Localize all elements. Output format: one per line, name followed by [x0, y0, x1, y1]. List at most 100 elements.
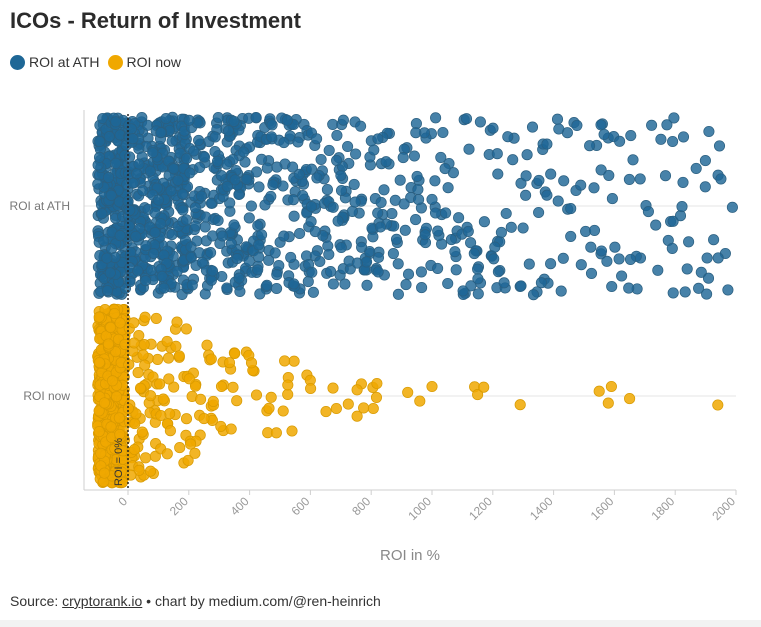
- data-point: [288, 278, 300, 290]
- data-point: [125, 469, 137, 481]
- data-point: [413, 194, 425, 206]
- data-point: [323, 248, 335, 260]
- y-tick-label: ROI now: [23, 389, 70, 403]
- data-point: [206, 265, 219, 277]
- data-point: [271, 282, 283, 295]
- data-point: [652, 264, 664, 276]
- data-point: [139, 359, 151, 371]
- data-point: [517, 222, 529, 234]
- data-point: [225, 423, 237, 435]
- source-credit: Source: cryptorank.io • chart by medium.…: [10, 593, 381, 609]
- data-point: [180, 323, 192, 335]
- data-point: [195, 190, 208, 202]
- data-point: [201, 339, 213, 351]
- data-point: [708, 234, 720, 246]
- data-point: [533, 206, 545, 219]
- data-point: [624, 393, 636, 405]
- data-point: [95, 447, 107, 459]
- source-suffix: • chart by medium.com/@ren-heinrich: [142, 593, 381, 609]
- data-point: [265, 391, 277, 403]
- data-point: [101, 252, 113, 264]
- data-point: [623, 173, 635, 185]
- data-point: [261, 279, 273, 291]
- data-point: [243, 212, 255, 224]
- data-point: [128, 317, 140, 329]
- x-tick-label: 1400: [527, 494, 556, 523]
- data-point: [666, 242, 678, 254]
- data-point: [412, 183, 424, 196]
- data-point: [172, 174, 184, 186]
- data-point: [507, 154, 519, 166]
- data-point: [472, 288, 484, 300]
- data-point: [102, 171, 115, 183]
- data-point: [520, 189, 532, 201]
- data-point: [565, 203, 577, 215]
- data-point: [98, 235, 110, 247]
- source-link[interactable]: cryptorank.io: [62, 593, 143, 609]
- data-point: [111, 391, 123, 403]
- data-point: [185, 438, 197, 450]
- data-point: [133, 464, 145, 476]
- data-point: [429, 175, 441, 187]
- data-point: [142, 119, 154, 131]
- data-point: [514, 399, 526, 411]
- data-point: [253, 251, 265, 263]
- data-point: [130, 408, 142, 420]
- data-point: [306, 163, 318, 175]
- legend-item-roi-now[interactable]: ROI now: [107, 54, 181, 70]
- data-point: [103, 131, 115, 143]
- data-point: [132, 265, 144, 277]
- data-point: [140, 452, 152, 464]
- data-point: [205, 353, 217, 365]
- legend-item-roi-ath[interactable]: ROI at ATH: [10, 54, 100, 70]
- data-point: [155, 409, 167, 422]
- data-point: [674, 210, 687, 222]
- data-point: [271, 269, 283, 281]
- data-point: [392, 288, 404, 300]
- data-point: [251, 166, 263, 178]
- data-point: [585, 241, 597, 253]
- data-point: [102, 338, 115, 350]
- data-point: [450, 264, 462, 276]
- data-point: [358, 402, 370, 414]
- data-point: [138, 339, 150, 351]
- chart-title: ICOs - Return of Investment: [10, 8, 301, 33]
- data-point: [661, 119, 673, 131]
- data-point: [306, 266, 318, 278]
- data-point: [389, 194, 401, 206]
- data-point: [374, 221, 387, 233]
- data-point: [250, 111, 262, 124]
- data-point: [372, 207, 384, 219]
- data-point: [137, 185, 149, 197]
- reference-line-label: ROI = 0%: [113, 438, 125, 486]
- data-point: [113, 412, 125, 424]
- data-point: [371, 377, 383, 390]
- data-point: [263, 402, 275, 414]
- data-point: [277, 405, 289, 417]
- data-point: [535, 277, 547, 289]
- data-point: [520, 170, 532, 182]
- data-point: [253, 181, 265, 193]
- data-point: [430, 112, 442, 124]
- data-point: [234, 285, 246, 298]
- data-point: [134, 382, 147, 394]
- data-point: [265, 131, 278, 143]
- data-point: [327, 278, 339, 290]
- data-point: [259, 199, 271, 211]
- data-point: [215, 170, 227, 182]
- data-point: [667, 287, 679, 299]
- data-point: [228, 219, 240, 231]
- data-point: [399, 224, 411, 236]
- data-point: [555, 285, 567, 297]
- data-point: [478, 381, 490, 393]
- data-point: [123, 358, 135, 371]
- data-point: [474, 116, 486, 128]
- data-point: [164, 425, 176, 437]
- data-point: [140, 240, 152, 252]
- data-point: [491, 148, 503, 160]
- data-point: [93, 311, 105, 323]
- data-point: [123, 220, 135, 232]
- data-point: [426, 193, 438, 205]
- x-tick-label: 0: [115, 494, 130, 509]
